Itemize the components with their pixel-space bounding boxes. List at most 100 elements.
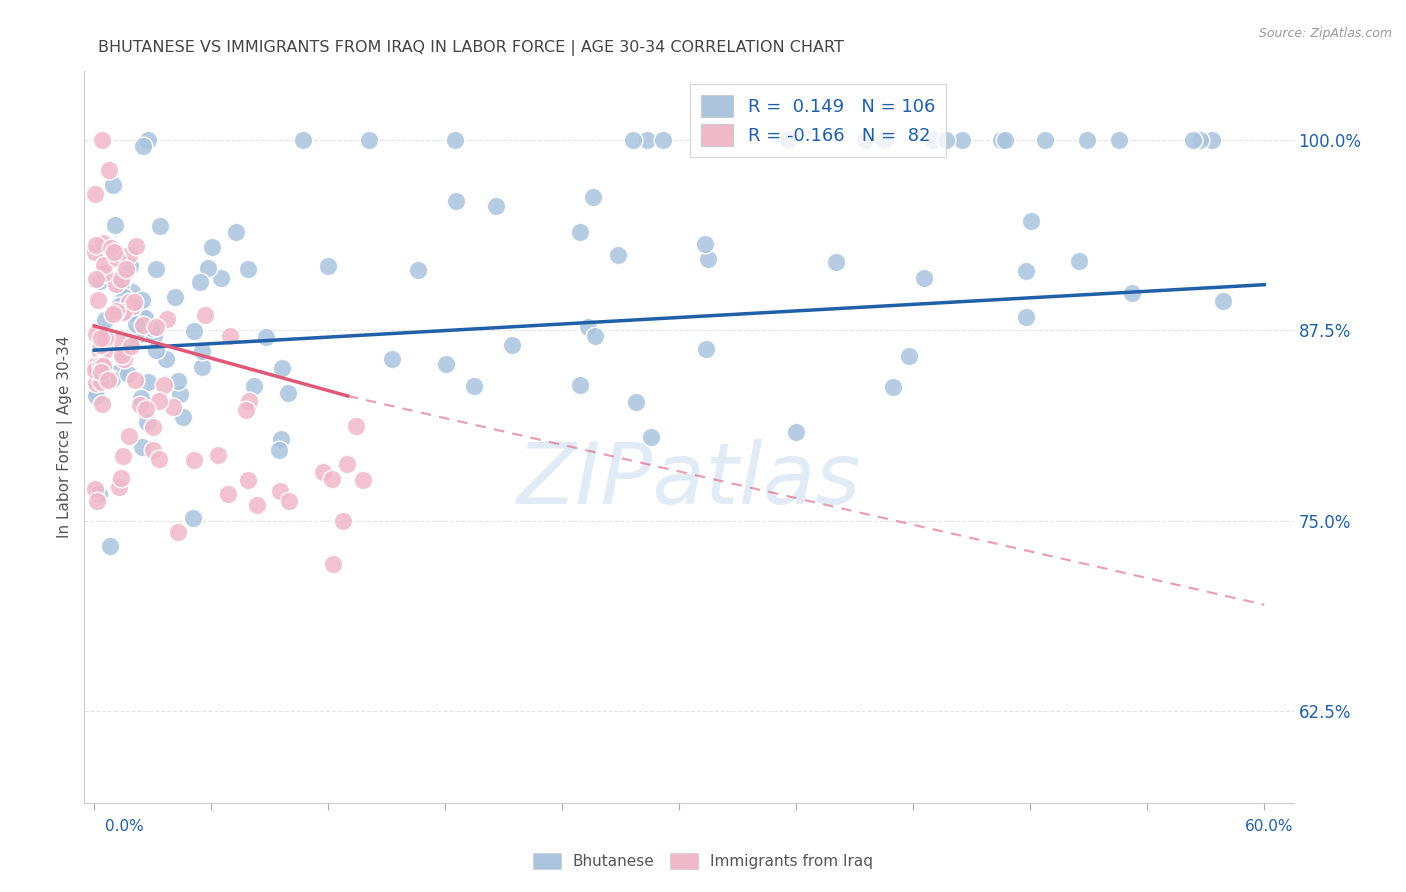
Point (105, 252, 128, 266)
Text: Source: ZipAtlas.com: Source: ZipAtlas.com (1258, 27, 1392, 40)
Point (167, 524, 190, 539)
Point (122, 299, 145, 313)
Point (110, 272, 132, 286)
Point (90, 375, 112, 389)
Point (695, 342, 717, 356)
Point (191, 360, 214, 375)
Point (236, 262, 259, 277)
Point (143, 329, 166, 343)
Point (107, 334, 129, 348)
Point (89, 274, 111, 288)
Point (1201, 133, 1223, 147)
Point (568, 378, 591, 392)
Point (166, 375, 188, 389)
Point (103, 218, 125, 232)
Point (568, 225, 591, 239)
Point (197, 261, 219, 276)
Point (112, 450, 135, 464)
Point (776, 133, 799, 147)
Point (322, 557, 344, 571)
Point (94, 312, 117, 326)
Point (93, 266, 115, 280)
Point (103, 244, 125, 259)
Point (84, 359, 107, 373)
Point (922, 133, 945, 147)
Text: BHUTANESE VS IMMIGRANTS FROM IRAQ IN LABOR FORCE | AGE 30-34 CORRELATION CHART: BHUTANESE VS IMMIGRANTS FROM IRAQ IN LAB… (98, 40, 844, 56)
Point (882, 380, 904, 394)
Point (194, 308, 217, 322)
Point (90, 331, 112, 345)
Point (118, 294, 141, 309)
Point (1121, 286, 1143, 301)
Point (120, 305, 142, 319)
Point (1076, 133, 1098, 147)
Point (122, 294, 145, 309)
Point (105, 277, 128, 291)
Point (84, 383, 107, 397)
Point (183, 453, 205, 467)
Point (138, 133, 160, 147)
Point (131, 318, 153, 332)
Point (142, 442, 165, 457)
Point (636, 133, 658, 147)
Point (785, 425, 807, 439)
Point (145, 343, 167, 358)
Point (110, 277, 132, 292)
Point (89, 338, 111, 352)
Point (84, 244, 107, 259)
Point (112, 305, 135, 319)
Point (269, 483, 291, 498)
Point (108, 480, 131, 494)
Point (149, 219, 172, 234)
Point (153, 378, 176, 392)
Point (624, 395, 647, 409)
Point (1015, 310, 1038, 325)
Point (90, 397, 112, 411)
Legend: R =  0.149   N = 106, R = -0.166   N =  82: R = 0.149 N = 106, R = -0.166 N = 82 (690, 84, 946, 157)
Point (118, 335, 141, 350)
Point (155, 351, 177, 366)
Point (217, 487, 239, 501)
Point (129, 309, 152, 323)
Point (1015, 264, 1038, 278)
Point (1108, 133, 1130, 147)
Point (90, 358, 112, 372)
Point (344, 418, 367, 433)
Point (1067, 253, 1090, 268)
Point (501, 338, 523, 352)
Y-axis label: In Labor Force | Age 30-34: In Labor Force | Age 30-34 (58, 335, 73, 539)
Point (84, 482, 107, 496)
Point (243, 379, 266, 393)
Point (115, 262, 138, 277)
Point (117, 367, 139, 381)
Point (120, 339, 142, 353)
Point (246, 499, 269, 513)
Text: 0.0%: 0.0% (105, 820, 145, 834)
Point (101, 307, 124, 321)
Point (135, 415, 157, 429)
Point (110, 471, 132, 485)
Point (132, 138, 155, 153)
Point (104, 303, 127, 318)
Point (90, 337, 112, 351)
Point (990, 133, 1012, 147)
Point (89, 345, 111, 359)
Point (332, 515, 354, 529)
Point (84, 186, 107, 201)
Point (124, 317, 146, 331)
Point (121, 285, 143, 300)
Point (381, 351, 404, 366)
Point (485, 198, 508, 212)
Point (219, 329, 242, 343)
Point (134, 310, 156, 325)
Point (336, 458, 359, 472)
Point (84, 272, 107, 286)
Point (191, 343, 214, 358)
Point (444, 194, 467, 208)
Point (406, 262, 429, 277)
Point (853, 133, 876, 147)
Point (112, 290, 135, 304)
Point (84, 389, 107, 403)
Point (1019, 214, 1042, 228)
Point (86, 293, 108, 308)
